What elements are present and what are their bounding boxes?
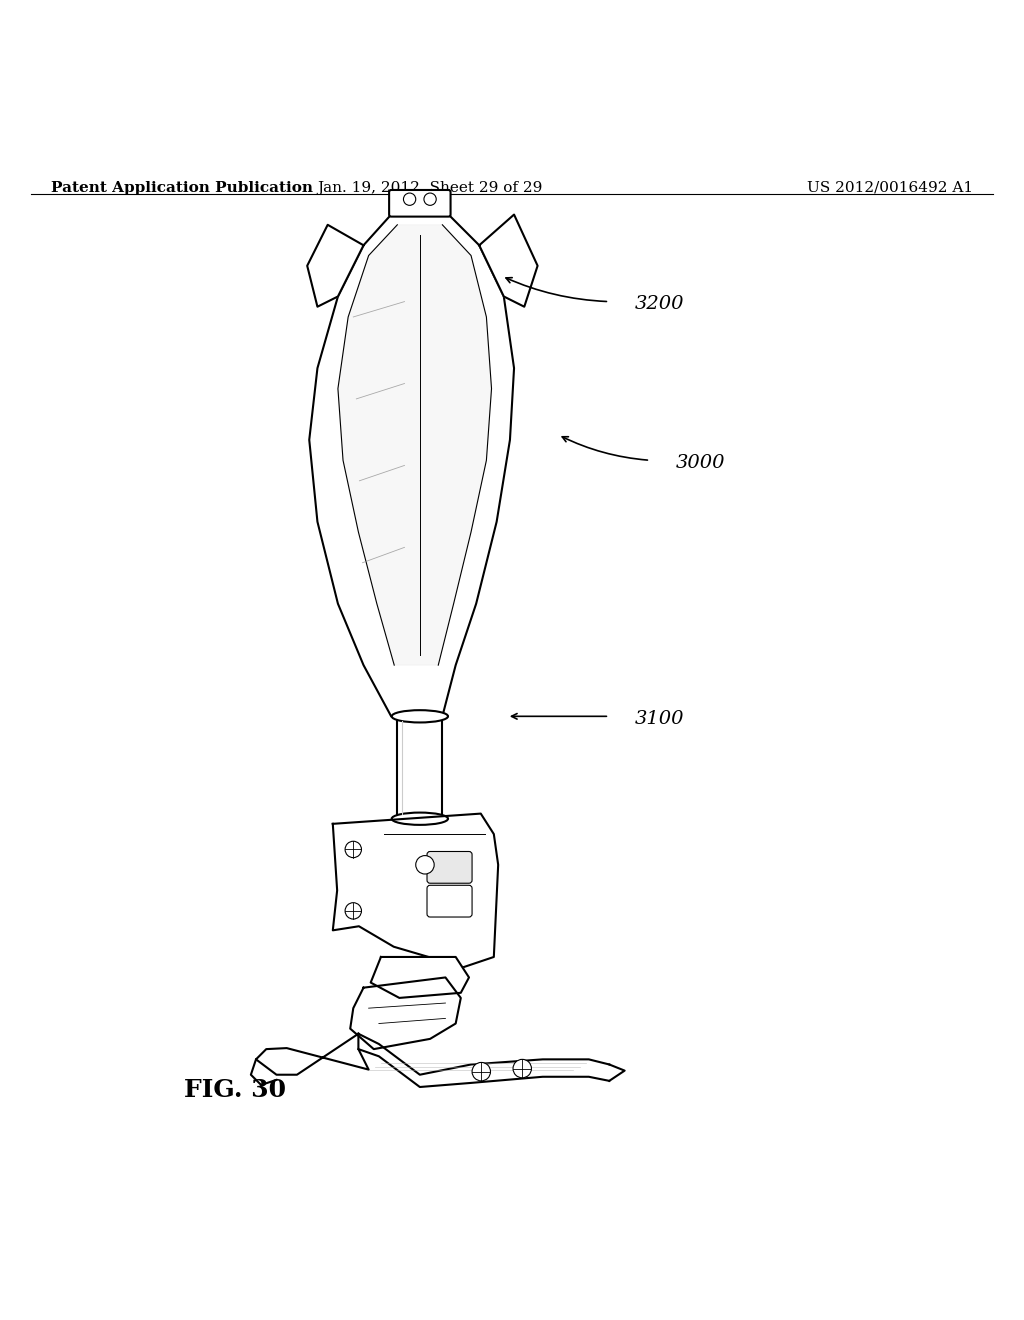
Ellipse shape <box>391 710 449 722</box>
Circle shape <box>345 903 361 919</box>
Polygon shape <box>307 224 364 306</box>
Text: FIG. 30: FIG. 30 <box>184 1078 287 1102</box>
Polygon shape <box>333 813 498 968</box>
Polygon shape <box>309 215 514 717</box>
Circle shape <box>345 841 361 858</box>
Text: 3100: 3100 <box>635 710 684 729</box>
FancyBboxPatch shape <box>389 190 451 216</box>
Text: Patent Application Publication: Patent Application Publication <box>51 181 313 195</box>
Polygon shape <box>256 1034 369 1074</box>
Circle shape <box>472 1063 490 1081</box>
Polygon shape <box>338 224 492 665</box>
Text: US 2012/0016492 A1: US 2012/0016492 A1 <box>807 181 973 195</box>
FancyBboxPatch shape <box>427 886 472 917</box>
Ellipse shape <box>391 813 449 825</box>
Text: Jan. 19, 2012  Sheet 29 of 29: Jan. 19, 2012 Sheet 29 of 29 <box>317 181 543 195</box>
Text: 3000: 3000 <box>676 454 725 473</box>
Polygon shape <box>358 1034 609 1086</box>
Circle shape <box>416 855 434 874</box>
Polygon shape <box>371 957 469 998</box>
FancyBboxPatch shape <box>427 851 472 883</box>
Polygon shape <box>479 215 538 306</box>
Polygon shape <box>350 977 461 1049</box>
Text: 3200: 3200 <box>635 294 684 313</box>
Circle shape <box>513 1060 531 1078</box>
